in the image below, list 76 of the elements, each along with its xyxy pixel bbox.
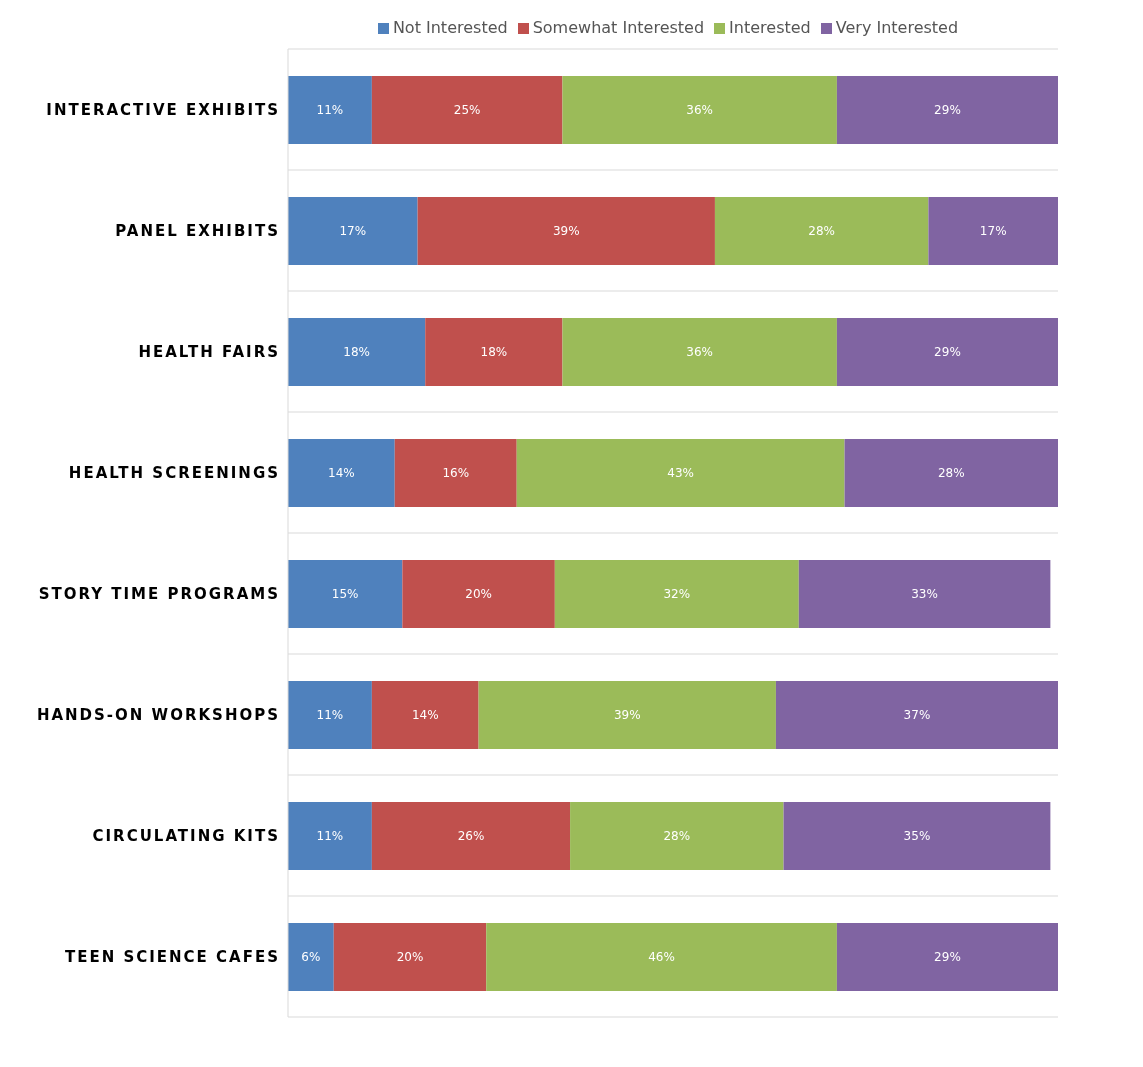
y-tick-label: HEALTH FAIRS <box>138 342 280 361</box>
data-label: 28% <box>808 224 835 239</box>
bar <box>783 802 1051 870</box>
bar <box>836 76 1058 144</box>
bar <box>371 76 563 144</box>
bar <box>288 681 372 749</box>
legend-label: Somewhat Interested <box>532 18 705 37</box>
data-label: 16% <box>442 466 470 481</box>
data-label: 29% <box>934 345 961 360</box>
data-label: 11% <box>316 103 344 118</box>
data-label: 11% <box>316 708 344 723</box>
data-label: 14% <box>328 466 355 481</box>
bar <box>836 923 1058 991</box>
data-label: 25% <box>453 103 481 118</box>
data-label: 15% <box>331 587 359 602</box>
y-tick-label: INTERACTIVE EXHIBITS <box>46 100 280 119</box>
data-label: 20% <box>465 587 492 602</box>
bar <box>775 681 1058 749</box>
bar <box>714 197 929 265</box>
bar <box>562 318 837 386</box>
data-label: 26% <box>457 829 485 844</box>
data-label: 17% <box>339 224 367 239</box>
bar <box>928 197 1058 265</box>
bar <box>562 76 837 144</box>
bar <box>417 197 715 265</box>
bar <box>402 560 555 628</box>
data-label: 46% <box>648 950 675 965</box>
data-label: 39% <box>552 224 580 239</box>
data-label: 32% <box>663 587 691 602</box>
bar <box>478 681 776 749</box>
y-tick-label: STORY TIME PROGRAMS <box>38 584 280 603</box>
data-label: 6% <box>301 950 321 965</box>
bar <box>486 923 837 991</box>
bar <box>371 802 571 870</box>
data-label: 28% <box>937 466 965 481</box>
data-label: 18% <box>343 345 370 360</box>
bar <box>425 318 563 386</box>
data-label: 17% <box>979 224 1007 239</box>
data-label: 36% <box>686 345 714 360</box>
y-tick-label: HEALTH SCREENINGS <box>68 463 280 482</box>
bar <box>554 560 799 628</box>
y-tick-label: HANDS-ON WORKSHOPS <box>36 705 280 724</box>
data-label: 29% <box>934 950 961 965</box>
y-tick-label: CIRCULATING KITS <box>92 826 280 845</box>
y-tick-label: TEEN SCIENCE CAFES <box>64 947 280 966</box>
y-tick-label: PANEL EXHIBITS <box>115 221 280 240</box>
bar <box>288 923 334 991</box>
bar <box>288 802 372 870</box>
legend-label: Interested <box>729 18 811 37</box>
data-label: 29% <box>934 103 961 118</box>
bar <box>516 439 845 507</box>
bar <box>288 197 418 265</box>
bar <box>844 439 1058 507</box>
data-label: 39% <box>613 708 641 723</box>
data-label: 18% <box>480 345 508 360</box>
bar <box>570 802 784 870</box>
bar <box>798 560 1051 628</box>
bar <box>288 560 403 628</box>
legend-label: Very Interested <box>835 18 959 37</box>
bar <box>288 318 426 386</box>
data-label: 36% <box>686 103 714 118</box>
bar <box>333 923 487 991</box>
bar <box>836 318 1058 386</box>
data-label: 37% <box>903 708 931 723</box>
bar <box>288 439 395 507</box>
bar <box>394 439 517 507</box>
data-label: 43% <box>667 466 694 481</box>
data-label: 11% <box>316 829 344 844</box>
data-label: 33% <box>911 587 938 602</box>
data-label: 28% <box>663 829 691 844</box>
data-label: 35% <box>903 829 931 844</box>
legend-label: Not Interested <box>392 18 508 37</box>
bar <box>288 76 372 144</box>
data-label: 20% <box>396 950 424 965</box>
data-label: 14% <box>411 708 439 723</box>
bar <box>371 681 479 749</box>
